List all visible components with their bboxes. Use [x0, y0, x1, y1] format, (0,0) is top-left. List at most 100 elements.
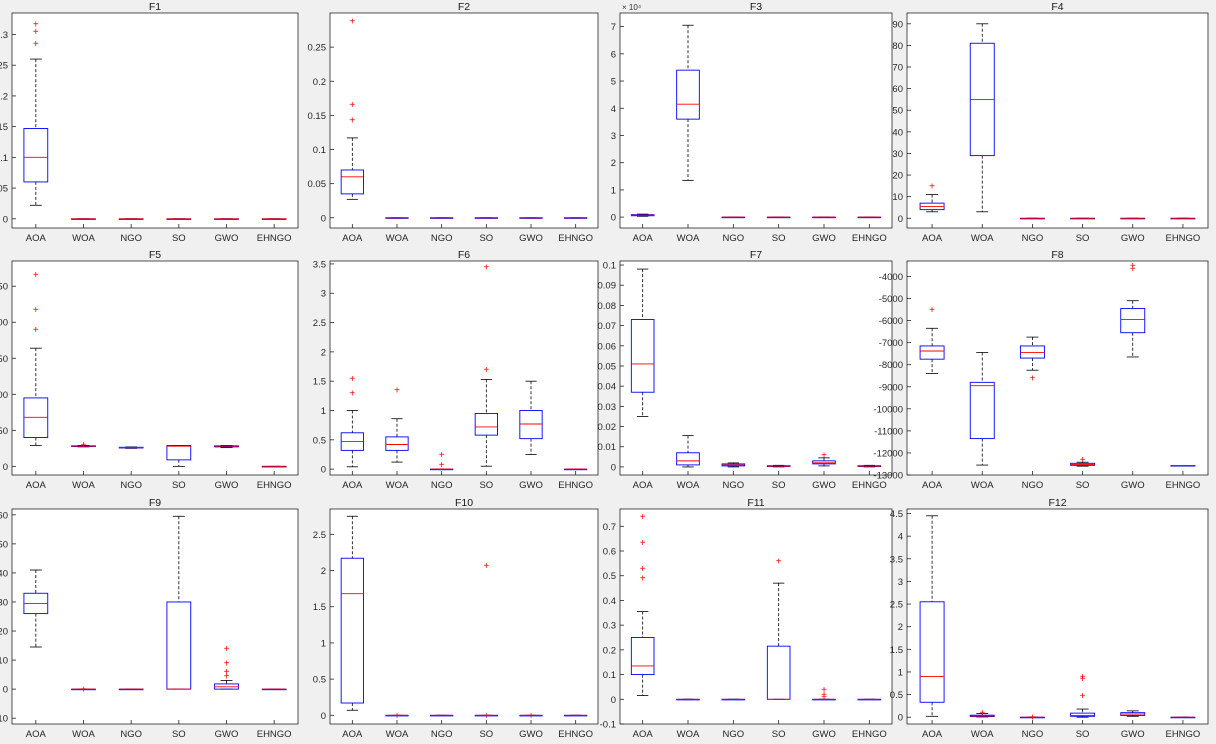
chart-4-ytick-label: 90: [892, 19, 903, 30]
chart-7-title: F7: [750, 249, 762, 261]
chart-8-outlier-marker: +: [1130, 264, 1136, 275]
chart-8-box: [1019, 345, 1045, 359]
chart-3-exponent-label: × 10⁴: [622, 3, 642, 12]
chart-7-ytick-label: 0.04: [598, 382, 617, 393]
chart-11-xtick-label: AOA: [633, 729, 654, 739]
chart-9-title: F9: [149, 497, 161, 509]
chart-11-ytick-label: -0.1: [600, 720, 616, 731]
chart-10-plot-area: [329, 508, 599, 725]
chart-4-xtick-label: SO: [1076, 233, 1090, 244]
chart-6-box: [474, 412, 498, 436]
chart-11-outlier-marker: +: [776, 556, 782, 567]
chart-4-ytick-label: 10: [892, 192, 903, 203]
chart-8-outlier-marker: +: [929, 305, 935, 316]
chart-1-outlier-marker: +: [33, 27, 39, 38]
chart-1-plot-area: [11, 12, 299, 229]
chart-5-title: F5: [149, 249, 161, 261]
chart-6-ytick-label: 0.5: [313, 435, 326, 446]
chart-4-ytick-label: 80: [892, 41, 903, 52]
chart-11-ytick-label: 0.4: [603, 596, 616, 607]
chart-7-box: [630, 319, 655, 393]
chart-6-xtick-label: EHNGO: [558, 480, 593, 491]
chart-3-ytick-label: 5: [611, 77, 616, 88]
chart-3-xtick-label: AOA: [633, 233, 654, 244]
chart-8-ytick-label: -9000: [879, 382, 903, 393]
chart-8-xtick-label: AOA: [922, 480, 943, 491]
chart-12-outlier-marker: +: [979, 708, 985, 719]
chart-12-ytick-label: 0: [898, 713, 903, 724]
chart-8-outlier-marker: +: [1130, 261, 1136, 272]
chart-12-outlier-marker: +: [1080, 672, 1086, 683]
chart-9-ytick-label: 0: [3, 685, 8, 696]
chart-2-xtick-label: AOA: [342, 233, 363, 244]
chart-6-ytick-label: 3.5: [313, 259, 326, 270]
chart-12-outlier-marker: +: [1080, 691, 1086, 702]
chart-11-plot-area: [619, 508, 893, 725]
chart-6-xtick-label: WOA: [386, 480, 409, 491]
chart-9-plot-area: [11, 508, 299, 725]
chart-10-box: [340, 557, 364, 704]
chart-5-outlier-marker: +: [81, 440, 87, 451]
chart-8-ytick-label: -6000: [879, 316, 903, 327]
chart-9-outlier-marker: +: [224, 667, 230, 678]
chart-4-ytick-label: 20: [892, 171, 903, 182]
chart-10-ytick-label: 1.5: [313, 602, 326, 613]
chart-2-outlier-marker: +: [349, 17, 355, 28]
chart-8-ytick-label: -7000: [879, 338, 903, 349]
chart-9-xtick-label: GWO: [215, 729, 239, 739]
chart-1-xtick-label: WOA: [72, 233, 95, 244]
chart-5-ytick-label: 100: [0, 390, 8, 401]
chart-1-title: F1: [149, 1, 161, 13]
chart-9-ytick-label: 10: [0, 656, 8, 667]
chart-9-ytick-label: -10: [0, 714, 8, 725]
chart-6-outlier-marker: +: [439, 450, 445, 461]
chart-6-xtick-label: SO: [479, 480, 493, 491]
chart-3-xtick-label: WOA: [677, 233, 700, 244]
chart-2-ytick-label: 0.25: [308, 43, 327, 54]
chart-8-xtick-label: NGO: [1022, 480, 1044, 491]
chart-5-xtick-label: WOA: [72, 480, 95, 491]
chart-5-xtick-label: SO: [172, 480, 186, 491]
chart-10-xtick-label: SO: [479, 729, 493, 739]
chart-2-ytick-label: 0: [321, 213, 326, 224]
chart-3-xtick-label: GWO: [812, 233, 836, 244]
chart-8-title: F8: [1051, 249, 1063, 261]
chart-8-ytick-label: -12000: [873, 448, 903, 459]
chart-1-ytick-label: 0.05: [0, 184, 8, 195]
chart-12-xtick-label: SO: [1076, 729, 1090, 739]
chart-3-ytick-label: 3: [611, 131, 616, 142]
chart-4-ytick-label: 30: [892, 149, 903, 160]
chart-7-xtick-label: SO: [772, 480, 786, 491]
chart-2-ytick-label: 0.15: [308, 111, 327, 122]
chart-1-ytick-label: 0.25: [0, 61, 8, 72]
chart-3-ytick-label: 0: [611, 213, 616, 224]
chart-3-xtick-label: SO: [772, 233, 786, 244]
chart-6-xtick-label: AOA: [342, 480, 363, 491]
chart-11-xtick-label: SO: [772, 729, 786, 739]
chart-1-ytick-label: 0.2: [0, 91, 8, 102]
chart-5-ytick-label: 200: [0, 318, 8, 329]
chart-4-xtick-label: GWO: [1121, 233, 1145, 244]
chart-11-ytick-label: 0.6: [603, 547, 616, 558]
chart-6-plot-area: [329, 260, 599, 476]
chart-2-ytick-label: 0.2: [313, 77, 326, 88]
chart-3-ytick-label: 6: [611, 49, 616, 60]
chart-8-xtick-label: WOA: [971, 480, 994, 491]
chart-6-outlier-marker: +: [349, 374, 355, 385]
chart-2-xtick-label: SO: [479, 233, 493, 244]
chart-2-outlier-marker: +: [349, 116, 355, 127]
chart-4-ytick-label: 60: [892, 84, 903, 95]
chart-11-box: [630, 637, 655, 676]
chart-5-xtick-label: GWO: [215, 480, 239, 491]
chart-3-xtick-label: NGO: [723, 233, 745, 244]
chart-12-xtick-label: EHNGO: [1165, 729, 1200, 739]
chart-5-xtick-label: AOA: [26, 480, 47, 491]
chart-8-xtick-label: GWO: [1121, 480, 1145, 491]
chart-10-outlier-marker: +: [483, 711, 489, 722]
chart-10-outlier-marker: +: [483, 561, 489, 572]
chart-2-plot-area: [329, 12, 599, 229]
chart-6-box: [385, 436, 409, 451]
chart-10-ytick-label: 1: [321, 638, 326, 649]
chart-12-xtick-label: NGO: [1022, 729, 1044, 739]
chart-3-plot-area: [619, 12, 893, 229]
